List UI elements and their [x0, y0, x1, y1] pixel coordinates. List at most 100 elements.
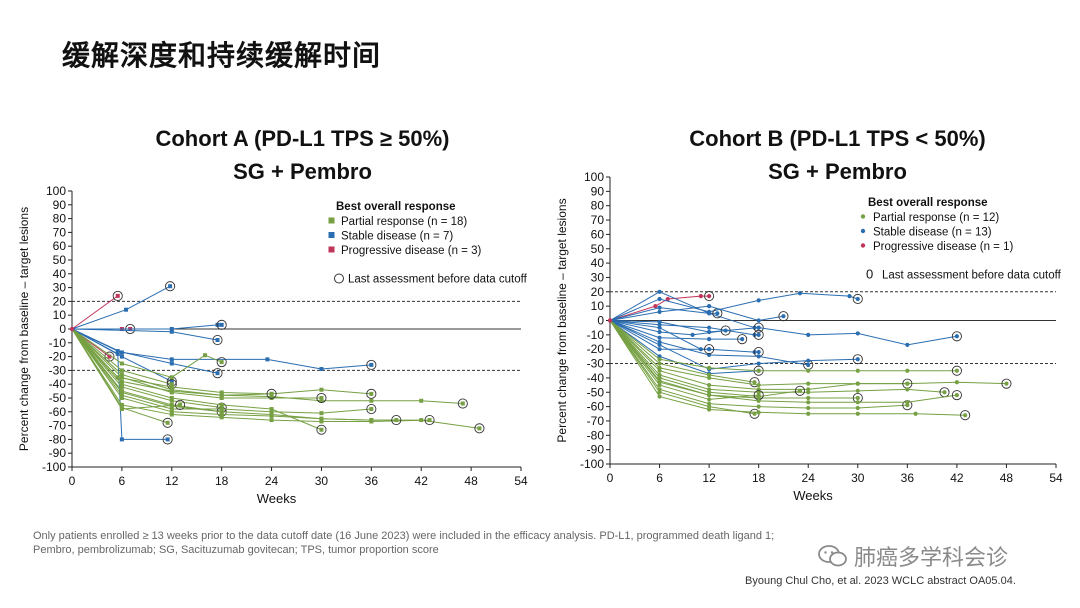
chart-b-legend-label: Stable disease (n = 13)	[873, 227, 992, 239]
chart-b-y-tick-label: -70	[587, 414, 605, 428]
chart-a-legend-label: Stable disease (n = 7)	[341, 231, 453, 243]
chart-b-legend-label: Partial response (n = 12)	[873, 212, 999, 224]
chart-b-series-line	[609, 320, 759, 400]
chart-b-data-point	[756, 368, 761, 373]
footnote: Only patients enrolled ≥ 13 weeks prior …	[33, 529, 933, 557]
chart-a-data-point	[169, 384, 174, 389]
chart-a-data-point	[169, 409, 174, 414]
wechat-icon	[818, 545, 847, 567]
chart-a-data-point	[319, 411, 324, 416]
chart-a-series-line	[71, 328, 222, 409]
chart-a-title: Cohort A (PD-L1 TPS ≥ 50%) SG + Pembro	[120, 122, 485, 188]
chart-b-x-tick-label: 6	[656, 471, 663, 485]
chart-a-y-tick-label: -40	[49, 377, 67, 391]
chart-b-data-point	[855, 395, 860, 401]
chart-a-data-point	[119, 437, 124, 442]
chart-a-data-point	[115, 293, 120, 298]
chart-b-series-line	[609, 292, 858, 321]
chart-b-data-point	[752, 332, 757, 337]
chart-b-data-point	[657, 382, 662, 388]
chart-a-data-point	[219, 360, 224, 365]
chart-a-data-point	[269, 409, 274, 414]
chart-b-series-line	[609, 320, 957, 372]
chart-a-data-point	[178, 402, 183, 407]
chart-a-y-tick-label: 100	[46, 184, 66, 198]
chart-b-data-point	[797, 388, 803, 393]
chart-a-y-tick-label: -60	[49, 405, 67, 419]
chart-b-last-assessment-marker	[852, 354, 863, 365]
chart-b-data-point	[657, 357, 662, 362]
chart-a-series-line	[71, 328, 322, 399]
chart-b-data-point	[752, 349, 757, 355]
chart-a-last-assessment-marker	[212, 368, 223, 379]
chart-a-data-point	[168, 284, 173, 289]
chart-a-data-point	[369, 418, 374, 423]
chart-b-data-point	[657, 354, 662, 359]
chart-b-data-point	[913, 411, 918, 416]
chart-b-y-tick-label: 0	[597, 314, 604, 328]
chart-a-data-point	[369, 362, 374, 367]
chart-a-data-point	[394, 418, 399, 423]
chart-b-data-point	[756, 349, 761, 355]
chart-a-y-tick-label: 30	[53, 281, 67, 295]
chart-b-data-point	[657, 325, 662, 330]
chart-a-title-line2: SG + Pembro	[233, 159, 372, 184]
chart-b-data-point	[653, 304, 658, 309]
chart-b-legend-label: Progressive disease (n = 1)	[873, 241, 1013, 253]
chart-a-legend-label: Partial response (n = 18)	[341, 216, 467, 228]
chart-b-y-tick-label: -10	[587, 328, 605, 342]
chart-b-data-point	[806, 332, 811, 337]
chart-b-last-assessment-marker	[749, 377, 760, 388]
chart-a-legend-marker	[328, 217, 335, 224]
chart-a-data-point	[219, 322, 224, 327]
chart-b-data-point	[905, 400, 910, 405]
chart-b-data-point	[707, 393, 712, 398]
chart-b-y-tick-label: -50	[587, 385, 605, 399]
chart-a-data-point	[169, 327, 174, 331]
chart-a-y-tick-label: 40	[53, 267, 67, 281]
chart-b-legend-marker	[860, 243, 866, 248]
chart-a-y-tick-label: -30	[49, 363, 67, 377]
chart-b-data-point	[707, 304, 712, 309]
chart-a-legend-label: Progressive disease (n = 3)	[341, 245, 481, 257]
chart-b-x-tick-label: 36	[901, 471, 915, 485]
chart-a-data-point	[119, 396, 124, 400]
chart-a-data-point	[219, 396, 224, 400]
chart-a-series-line	[71, 328, 480, 429]
chart-a-last-assessment-marker	[216, 319, 227, 330]
chart-a-data-point	[319, 416, 324, 421]
chart-a-data-point	[319, 396, 324, 400]
chart-b-y-tick-label: 100	[584, 170, 604, 184]
chart-a-x-tick-label: 48	[464, 474, 478, 488]
chart-b-last-assessment-marker	[737, 334, 748, 345]
chart-b-series-line	[609, 307, 718, 321]
chart-b-data-point	[756, 410, 761, 415]
chart-a-data-point	[219, 412, 224, 417]
chart-b-data-point	[657, 305, 662, 310]
chart-a-last-assessment-marker	[266, 388, 277, 399]
chart-b-series-line	[609, 320, 710, 350]
chart-b-y-tick-label: -100	[580, 457, 604, 471]
chart-b-y-axis-label: Percent change from baseline – target le…	[555, 198, 569, 442]
chart-b-legend-marker	[860, 214, 866, 219]
chart-b-data-point	[905, 368, 910, 373]
chart-a-data-point	[169, 357, 174, 362]
chart-a-data-point	[219, 407, 224, 412]
chart-b-data-point	[756, 404, 761, 409]
chart-b-x-tick-label: 0	[607, 471, 614, 485]
chart-a-series-line	[71, 295, 119, 330]
chart-a-data-point	[169, 379, 174, 384]
chart-a-last-assessment-marker	[366, 403, 377, 415]
chart-b-data-point	[707, 365, 712, 370]
chart-b-data-point	[806, 387, 811, 392]
chart-a-data-point	[319, 427, 324, 432]
chart-a-data-point	[203, 353, 208, 358]
chart-b-data-point	[756, 325, 761, 330]
chart-b-data-point	[707, 390, 712, 395]
chart-a-last-assessment-marker	[366, 388, 377, 399]
chart-b-legend-last-assessment-icon: 0	[866, 267, 873, 282]
chart-a-y-tick-label: -20	[49, 350, 67, 364]
chart-b-data-point	[707, 372, 712, 378]
chart-a-data-point	[169, 375, 174, 380]
chart-b-data-point	[806, 381, 811, 386]
